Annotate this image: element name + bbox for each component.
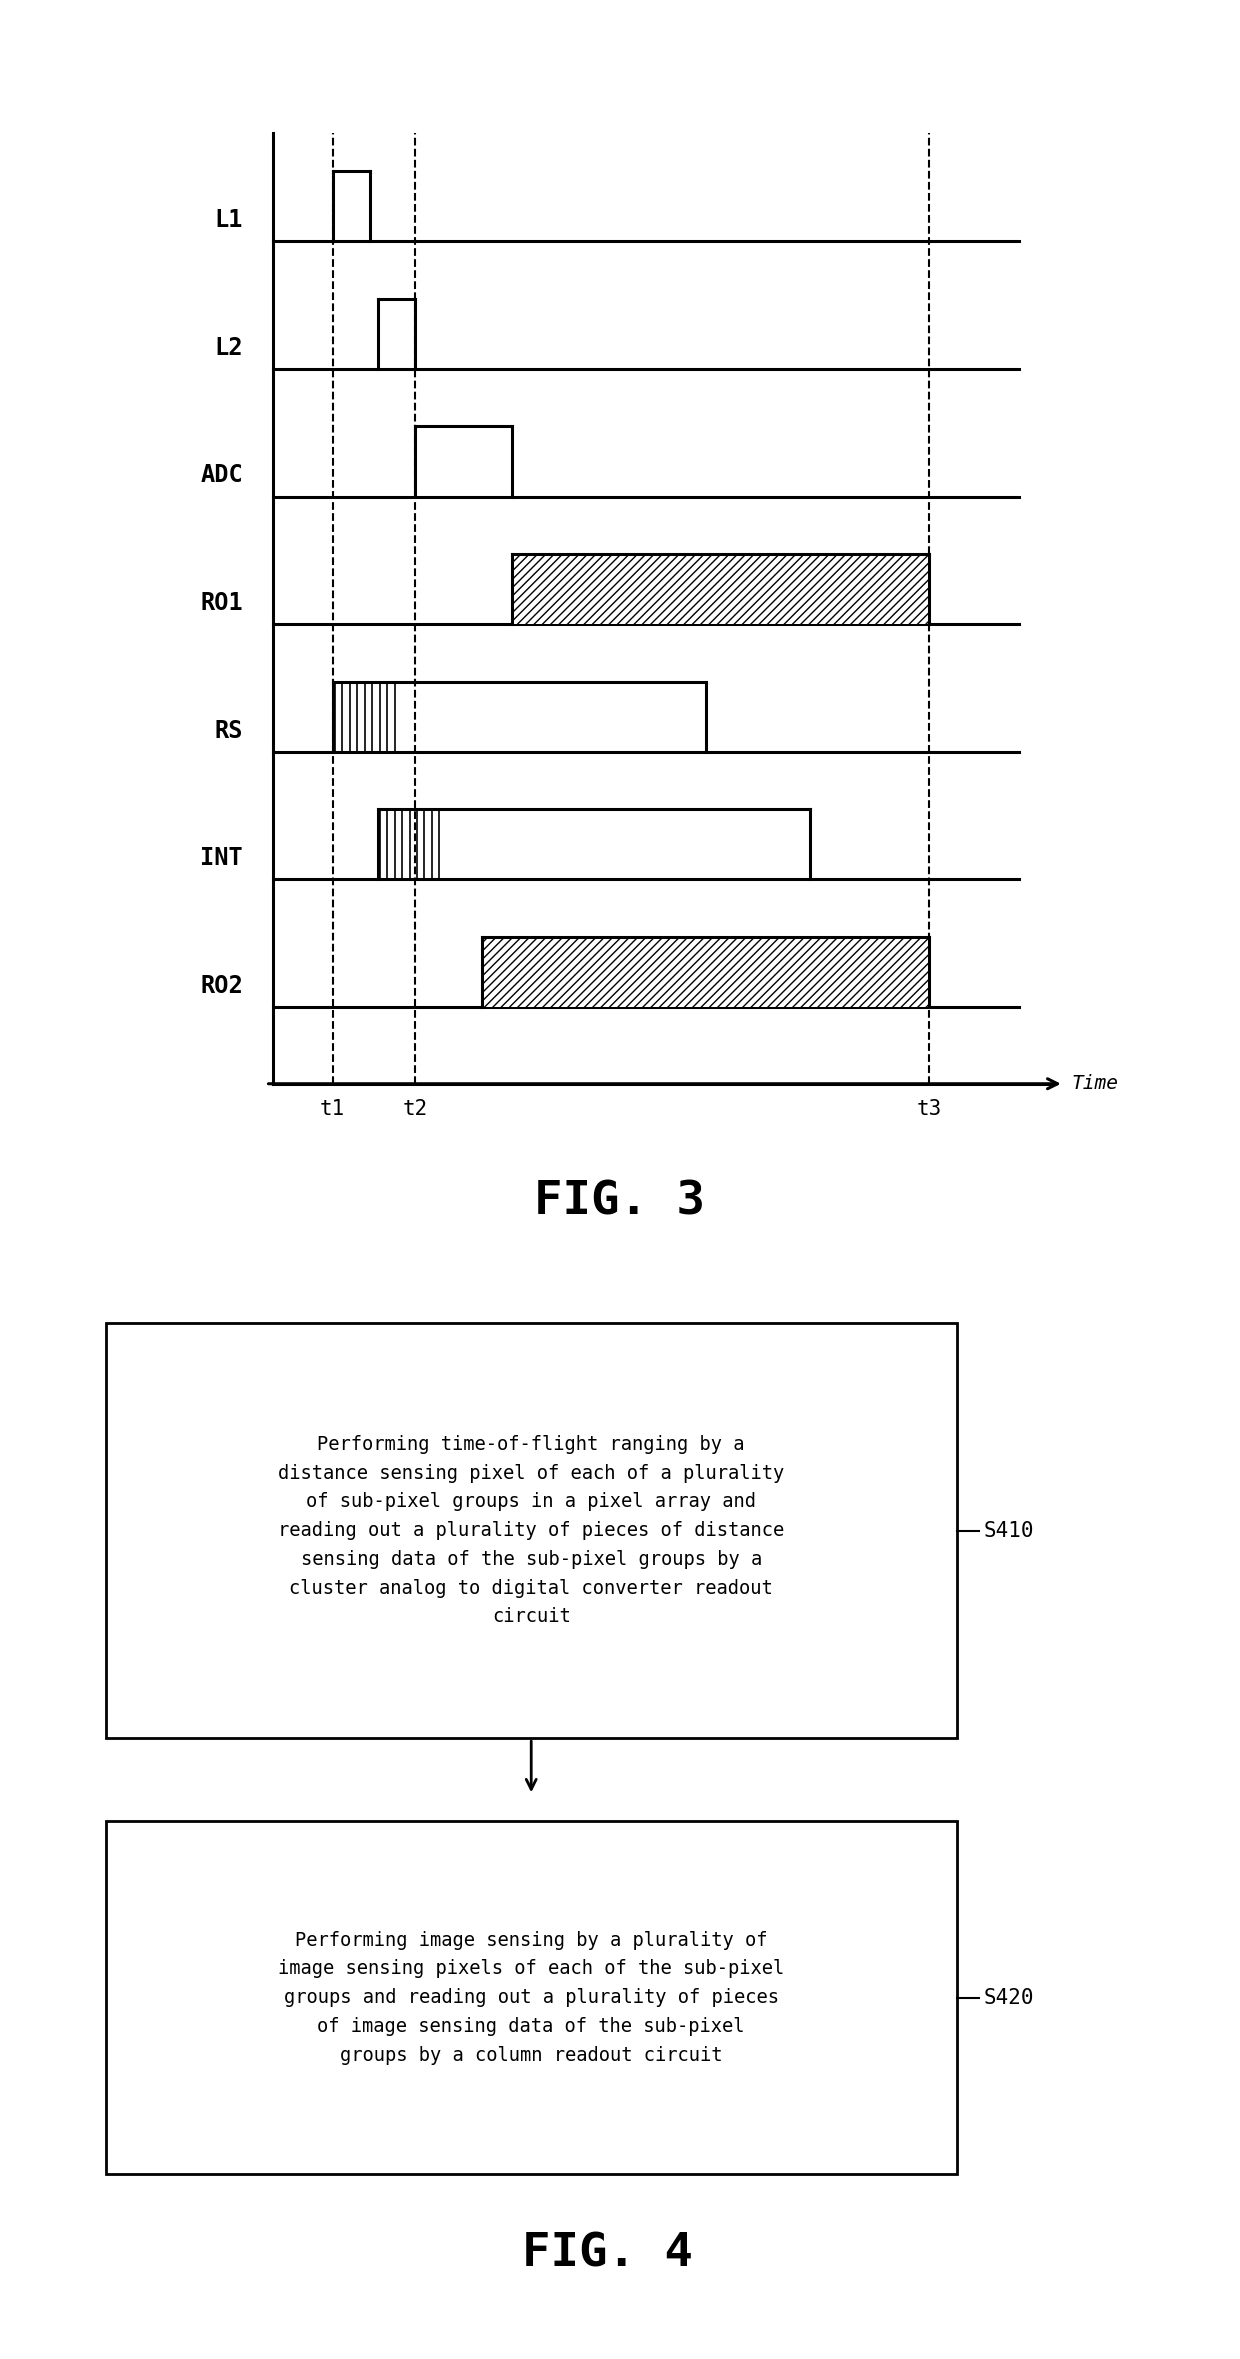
Text: RO2: RO2 — [201, 974, 243, 998]
Bar — [512, 554, 930, 625]
FancyBboxPatch shape — [105, 1821, 957, 2175]
Text: RS: RS — [215, 719, 243, 743]
Text: t2: t2 — [402, 1099, 428, 1118]
Text: FIG. 4: FIG. 4 — [522, 2232, 693, 2276]
Text: RO1: RO1 — [201, 592, 243, 616]
Bar — [482, 937, 930, 1007]
Text: Performing time-of-flight ranging by a
distance sensing pixel of each of a plura: Performing time-of-flight ranging by a d… — [278, 1434, 785, 1625]
FancyBboxPatch shape — [105, 1323, 957, 1739]
Text: Performing image sensing by a plurality of
image sensing pixels of each of the s: Performing image sensing by a plurality … — [278, 1930, 785, 2064]
Text: L1: L1 — [215, 208, 243, 231]
Text: S420: S420 — [985, 1989, 1034, 2008]
Text: L2: L2 — [215, 335, 243, 361]
Text: ADC: ADC — [201, 462, 243, 488]
Text: t3: t3 — [916, 1099, 942, 1118]
Text: Time: Time — [1071, 1073, 1118, 1092]
Text: INT: INT — [201, 847, 243, 870]
Text: S410: S410 — [985, 1522, 1034, 1540]
Text: FIG. 3: FIG. 3 — [534, 1180, 706, 1224]
Text: t1: t1 — [320, 1099, 346, 1118]
